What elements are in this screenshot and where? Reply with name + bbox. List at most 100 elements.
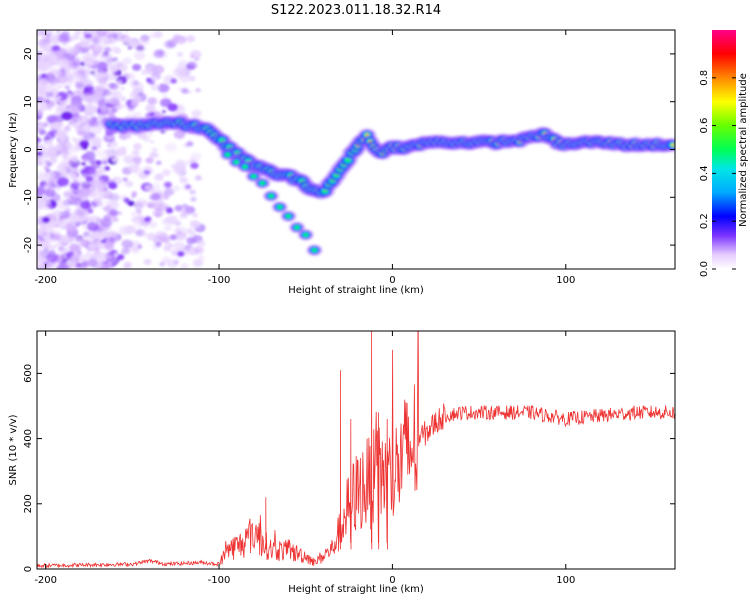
spectrogram-noise-blob (133, 143, 142, 150)
spectrogram-noise-blob (148, 221, 158, 229)
spectrogram-noise-blob (65, 46, 76, 55)
spectrogram-ridge-mark (285, 214, 292, 219)
colorbar-tick-label: 0.2 (699, 213, 710, 229)
spectrogram-noise-blob (93, 96, 101, 102)
spectrogram-noise-blob (69, 117, 78, 124)
spectrogram-noise-blob (47, 205, 52, 209)
spectrogram-noise-blob (104, 47, 112, 53)
spectrogram-noise-blob (195, 88, 201, 93)
spectrogram-noise-blob (61, 55, 73, 64)
spectrogram-noise-blob (192, 258, 204, 268)
spectrogram-ridge-mark (294, 225, 300, 230)
spectrogram-noise-blob (112, 157, 118, 163)
snr-ytick-label: 600 (23, 364, 34, 383)
spectrogram-noise-blob (149, 201, 160, 209)
spectrogram-noise-blob (109, 208, 119, 217)
colorbar-gradient (712, 30, 736, 269)
spectrogram-ridge-mark (233, 160, 240, 165)
snr-panel: -200 -100 0 100 0 200 400 600 Height of straigh… (8, 330, 676, 595)
spectrogram-noise-blob (86, 37, 94, 44)
spectrogram-xtick-label: 100 (556, 275, 575, 286)
spectrogram-noise-blob (97, 230, 108, 239)
spectrogram-noise-blob (41, 227, 48, 232)
spectrogram-noise-blob (114, 66, 119, 71)
snr-ytick-label: 200 (23, 494, 34, 513)
spectrogram-noise-blob (71, 173, 76, 177)
spectrogram-noise-blob (96, 30, 108, 37)
spectrogram-noise-blob (37, 109, 44, 116)
spectrogram-noise-blob (131, 194, 136, 199)
spectrogram-noise-blob (99, 52, 109, 61)
spectrogram-noise-blob (189, 189, 197, 195)
spectrogram-noise-blob (61, 149, 72, 158)
spectrogram-noise-blob (188, 75, 196, 82)
spectrogram-noise-blob (170, 38, 178, 44)
spectrogram-noise-blob (131, 212, 136, 216)
colorbar-label: Normalized spectral amplitude (738, 73, 749, 227)
spectrogram-noise-blob (59, 211, 66, 217)
spectrogram-noise-blob (101, 261, 106, 265)
spectrogram-xtick-label: -100 (208, 275, 231, 286)
spectrogram-noise-blob (46, 51, 58, 60)
spectrogram-noise-blob (123, 155, 135, 164)
spectrogram-noise-blob (39, 86, 47, 93)
spectrogram-noise-blob (174, 205, 183, 212)
snr-axes: -200 -100 0 100 0 200 400 600 (23, 331, 675, 586)
spectrogram-noise-blob (187, 61, 198, 70)
spectrogram-noise-blob (150, 83, 160, 91)
spectrogram-noise-blob (54, 50, 64, 58)
spectrogram-noise-blob (84, 211, 90, 216)
spectrogram-noise-blob (93, 59, 101, 65)
spectrogram-noise-blob (105, 254, 118, 265)
spectrogram-noise-blob (109, 141, 119, 149)
spectrogram-noise-blob (49, 158, 57, 165)
spectrogram-noise-blob (92, 188, 102, 197)
spectrogram-noise-blob (143, 173, 150, 178)
spectrogram-noise-blob (132, 156, 142, 164)
spectrogram-ytick-label: -10 (23, 189, 34, 205)
spectrogram-noise-blob (82, 92, 95, 103)
spectrogram-noise-blob (100, 239, 105, 243)
spectrogram-noise-blob (180, 262, 189, 269)
spectrogram-noise-blob (155, 242, 162, 248)
colorbar: 0.0 0.2 0.4 0.6 0.8 Normalized spectral ampl… (699, 30, 749, 277)
snr-ytick-label: 400 (23, 429, 34, 448)
spectrogram-noise-blob (126, 73, 136, 80)
spectrogram-noise-blob (192, 212, 198, 218)
spectrogram-noise-blob (96, 44, 104, 51)
spectrogram-noise-blob (191, 109, 202, 118)
spectrogram-noise-blob (108, 182, 118, 190)
spectrogram-noise-blob (73, 251, 79, 256)
spectrogram-noise-blob (37, 123, 44, 129)
spectrogram-noise-blob (157, 83, 170, 93)
spectrogram-ylabel: Frequency (Hz) (8, 112, 19, 188)
spectrogram-noise-blob (147, 168, 153, 173)
snr-xtick-label: -200 (34, 575, 57, 586)
spectrogram-noise-blob (189, 220, 201, 229)
spectrogram-ridge-mark (671, 144, 675, 146)
spectrogram-noise-blob (81, 153, 92, 162)
spectrogram-noise-blob (45, 168, 51, 173)
spectrogram-noise-blob (141, 200, 150, 206)
spectrogram-noise-blob (48, 237, 56, 243)
spectrogram-noise-blob (175, 231, 187, 241)
spectrogram-noise-blob (40, 221, 48, 228)
spectrogram-noise-blob (44, 171, 56, 181)
spectrogram-noise-blob (181, 87, 189, 94)
spectrogram-noise-blob (141, 69, 148, 75)
spectrogram-noise-blob (37, 229, 44, 237)
spectrogram-noise-blob (74, 122, 86, 132)
spectrogram-noise-blob (127, 200, 135, 206)
spectrogram-noise-blob (144, 184, 152, 191)
spectrogram-noise-blob (153, 152, 160, 158)
spectrogram-noise-blob (66, 75, 77, 84)
colorbar-tick-label: 0.0 (699, 261, 710, 277)
spectrogram-noise-blob (73, 237, 83, 245)
spectrogram-noise-blob (151, 147, 158, 153)
spectrogram-noise-blob (163, 188, 175, 196)
spectrogram-noise-blob (88, 242, 98, 250)
spectrogram-noise-blob (157, 202, 168, 211)
spectrogram-noise-blob (58, 247, 69, 256)
